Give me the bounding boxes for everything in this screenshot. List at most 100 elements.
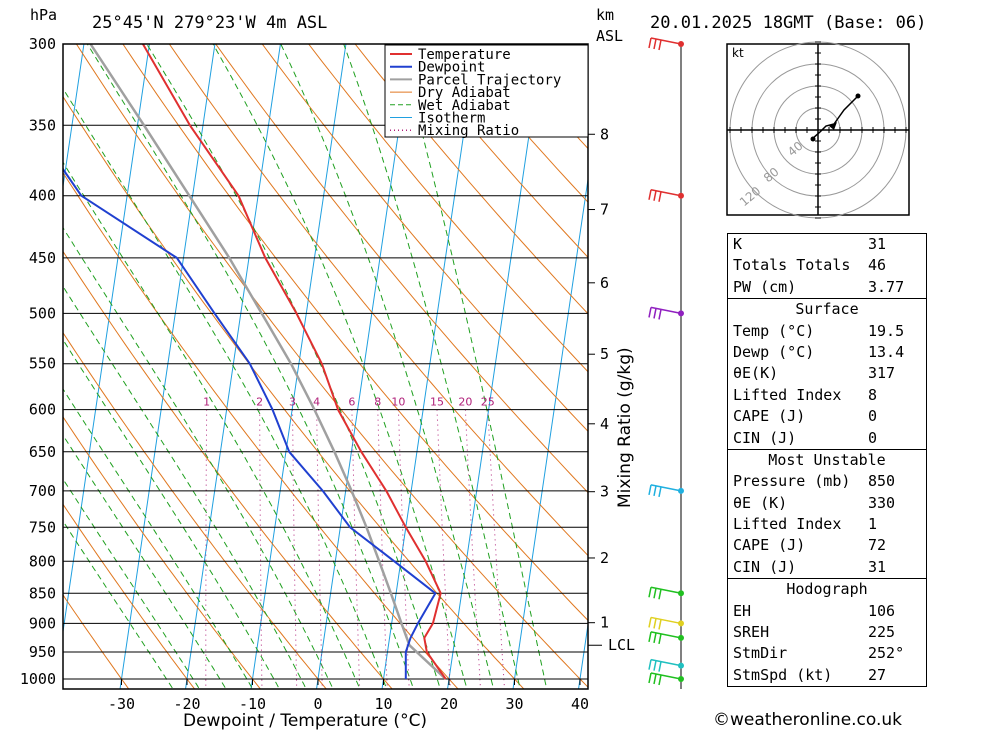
mixing-ratio-lines bbox=[205, 409, 505, 689]
temperature-line bbox=[142, 44, 447, 680]
wind-barb-flag bbox=[653, 673, 657, 685]
index-label: Totals Totals bbox=[733, 256, 851, 275]
indices-table: K 31 Totals Totals 46 PW (cm) 3.77 bbox=[727, 233, 927, 299]
table-row: StmDir 252° bbox=[728, 643, 926, 664]
mixing-ratio-label: 1 bbox=[203, 396, 210, 409]
pressure-tick-label: 700 bbox=[29, 482, 56, 500]
height-ticks: 1 2 3 4 5 6 7 8 LCL bbox=[588, 125, 635, 654]
table-row: CIN (J) 0 bbox=[728, 428, 926, 449]
legend-entry: Dewpoint bbox=[418, 60, 485, 76]
mixing-ratio-line bbox=[259, 409, 263, 689]
wet-adiabat-line bbox=[63, 478, 201, 689]
hodograph-trace bbox=[811, 95, 859, 140]
table-row: K 31 bbox=[728, 234, 926, 255]
hodograph-unit-label: kt bbox=[732, 46, 744, 60]
pressure-tick-labels: 300 350 400 450 500 550 600 650 700 750 800 850 900 9… bbox=[20, 35, 56, 688]
dry-adiabat-lines bbox=[63, 44, 588, 689]
pressure-tick-label: 800 bbox=[29, 552, 56, 570]
surface-value: 13.4 bbox=[868, 342, 905, 361]
mixing-ratio-label: 2 bbox=[256, 396, 263, 409]
wet-adiabat-line bbox=[63, 226, 334, 689]
index-label: PW (cm) bbox=[733, 277, 797, 296]
hodograph-end-point bbox=[855, 93, 861, 99]
hodo-label: SREH bbox=[733, 623, 770, 642]
legend-entry: Dry Adiabat bbox=[418, 85, 511, 101]
wind-barb-flag bbox=[648, 37, 652, 49]
surface-label: θE(K) bbox=[733, 364, 779, 383]
wind-barb-flag bbox=[648, 617, 652, 628]
mu-label: CAPE (J) bbox=[733, 536, 806, 555]
wind-barb-flag bbox=[658, 589, 662, 600]
temperature-tick-labels: -30 -20 -10 0 10 20 30 40 bbox=[108, 679, 589, 713]
dry-adiabat-line bbox=[63, 331, 327, 689]
mu-value: 850 bbox=[868, 472, 896, 491]
hodo-value: 27 bbox=[868, 665, 887, 684]
header-location: 25°45'N 279°23'W 4m ASL bbox=[92, 13, 327, 33]
wind-barb-flag bbox=[653, 190, 657, 201]
dry-adiabat-line bbox=[308, 44, 588, 373]
wind-barb-flag bbox=[658, 674, 662, 686]
isotherm-line bbox=[63, 44, 85, 190]
mixing-ratio-line bbox=[316, 409, 323, 689]
mixing-ratio-label: 15 bbox=[430, 396, 444, 409]
wind-barb-flag bbox=[658, 619, 662, 630]
pressure-tick-label: 750 bbox=[29, 518, 56, 536]
sounding-profiles bbox=[63, 44, 447, 680]
most-unstable-title: Most Unstable bbox=[768, 450, 886, 469]
temperature-tick-label: 30 bbox=[505, 695, 523, 713]
isotherm-line bbox=[316, 44, 412, 689]
wind-barb-flag bbox=[658, 39, 662, 51]
pressure-tick-label: 400 bbox=[29, 187, 56, 205]
wet-adiabat-line bbox=[63, 388, 254, 689]
isotherm-line bbox=[447, 44, 543, 689]
wind-barb-flag bbox=[653, 618, 657, 629]
isotherm-line bbox=[119, 44, 216, 689]
header-datetime: 20.01.2025 18GMT (Base: 06) bbox=[650, 13, 926, 33]
dry-adiabat-line bbox=[63, 95, 525, 689]
credit-link[interactable]: ©weatheronline.co.uk bbox=[713, 710, 903, 730]
temperature-tick-label: 10 bbox=[374, 695, 392, 713]
plot-frame bbox=[62, 43, 589, 690]
height-tick-label: 1 bbox=[600, 614, 609, 632]
hodograph-table: Hodograph EH 106 SREH 225 StmDir 252° StmSp… bbox=[727, 578, 927, 688]
index-value: 46 bbox=[868, 256, 887, 275]
surface-table: Surface Temp (°C) 19.5 Dewp (°C) 13.4 θE(K… bbox=[727, 298, 927, 449]
table-row: θE (K) 330 bbox=[728, 493, 926, 514]
table-row: Lifted Index 1 bbox=[728, 514, 926, 535]
wind-barb-flag bbox=[648, 484, 652, 496]
height-tick-label: 8 bbox=[600, 125, 609, 143]
isotherm-line bbox=[185, 44, 281, 689]
mixing-ratio-line bbox=[351, 409, 361, 689]
table-row: CIN (J) 31 bbox=[728, 557, 926, 578]
wind-barb-flag bbox=[658, 661, 662, 672]
hodograph-title: Hodograph bbox=[786, 580, 868, 599]
wet-adiabat-line bbox=[280, 44, 495, 689]
surface-label: Lifted Index bbox=[733, 385, 842, 404]
mixing-ratio-label: 20 bbox=[458, 396, 472, 409]
legend-entry: Temperature bbox=[418, 47, 511, 63]
surface-title: Surface bbox=[795, 300, 859, 319]
wind-barb-flag bbox=[653, 308, 657, 319]
parcel-trajectory-line bbox=[89, 44, 447, 680]
mu-value: 1 bbox=[868, 515, 878, 534]
wind-barb-flag bbox=[648, 587, 652, 598]
wind-barb-flag bbox=[648, 659, 652, 670]
dry-adiabat-line bbox=[168, 44, 588, 557]
isotherm-lines bbox=[63, 44, 588, 689]
height-tick-label: 6 bbox=[600, 274, 609, 292]
height-tick-label: 7 bbox=[600, 201, 609, 219]
mixing-ratio-line bbox=[377, 409, 388, 689]
dry-adiabat-line bbox=[63, 594, 130, 689]
temperature-tick-label: -20 bbox=[173, 695, 200, 713]
table-row: Totals Totals 46 bbox=[728, 255, 926, 276]
surface-label: Dewp (°C) bbox=[733, 342, 815, 361]
dry-adiabat-line bbox=[354, 44, 588, 315]
hodo-label: EH bbox=[733, 601, 752, 620]
pressure-unit-label: hPa bbox=[30, 6, 57, 24]
isotherm-line bbox=[381, 44, 478, 689]
wet-adiabat-line bbox=[63, 161, 361, 689]
temperature-tick-label: 0 bbox=[313, 695, 322, 713]
surface-value: 8 bbox=[868, 385, 878, 404]
hodo-value: 225 bbox=[868, 623, 896, 642]
